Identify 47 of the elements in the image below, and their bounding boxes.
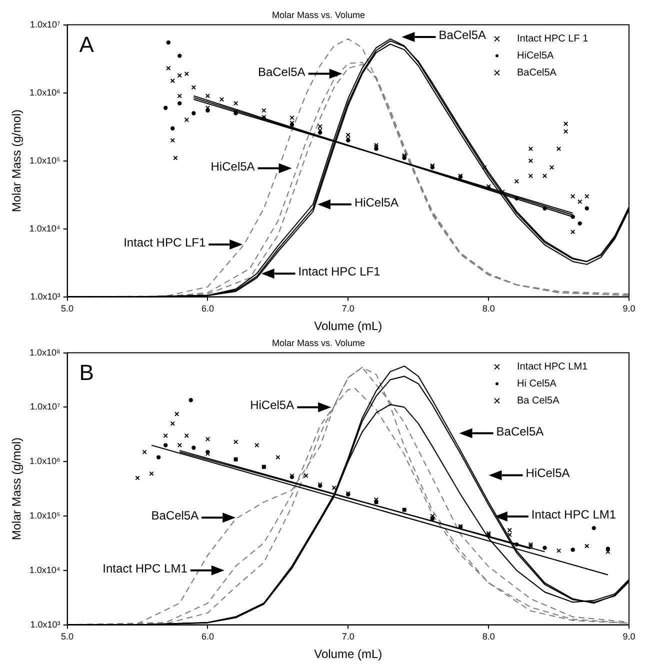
chart-title: Molar Mass vs. Volume: [272, 338, 366, 348]
annotation: BaCel5A: [151, 508, 199, 523]
annotation: Intact HPC LF1: [298, 264, 381, 279]
x-tick-label: 6.0: [201, 632, 214, 642]
x-axis-title: Volume (mL): [314, 647, 382, 662]
y-tick-label: 1.0x10⁴: [29, 564, 60, 575]
annotation: BaCel5A: [496, 424, 544, 438]
annotation: Intact HPC LF1: [124, 235, 206, 250]
annotation: A: [79, 32, 94, 57]
annotation: HiCel5A: [354, 195, 398, 210]
y-axis-title: Molar Mass (g/mol): [10, 109, 24, 212]
x-tick-label: 5.0: [61, 304, 74, 314]
x-tick-label: 9.0: [622, 304, 636, 314]
x-tick-label: 7.0: [342, 304, 354, 314]
y-tick-label: 1.0x10⁴: [29, 223, 60, 234]
legend-label: BaCel5A: [517, 68, 557, 79]
x-tick-label: 8.0: [482, 304, 495, 314]
x-tick-label: 5.0: [61, 632, 74, 642]
legend-label: Intact HPC LM1: [517, 362, 588, 373]
y-tick-label: 1.0x10⁶: [30, 87, 61, 98]
annotation: Intact HPC LM1: [531, 508, 616, 522]
legend-label: Ba Cel5A: [517, 396, 560, 407]
y-tick-label: 1.0x10⁸: [29, 347, 60, 358]
y-tick-label: 1.0x10³: [30, 619, 60, 630]
annotation: BaCel5A: [438, 28, 486, 42]
x-axis-title: Volume (mL): [314, 319, 382, 334]
y-tick-label: 1.0x10⁵: [30, 155, 61, 166]
y-tick-label: 1.0x10⁵: [30, 510, 61, 520]
legend-label: Intact HPC LF 1: [517, 34, 589, 45]
chart-title: Molar Mass vs. Volume: [272, 10, 366, 20]
y-tick-label: 1.0x10⁷: [30, 402, 60, 412]
annotation: Intact HPC LM1: [102, 561, 188, 576]
y-tick-label: 1.0x10³: [30, 291, 60, 302]
x-tick-label: 9.0: [622, 632, 636, 642]
y-tick-label: 1.0x10⁶: [30, 456, 61, 466]
y-axis-title: Molar Mass (g/mol): [10, 437, 24, 540]
annotation: B: [79, 360, 94, 385]
annotation: HiCel5A: [250, 398, 294, 412]
y-tick-label: 1.0x10⁷: [30, 19, 60, 30]
annotation: HiCel5A: [526, 466, 570, 480]
x-tick-label: 7.0: [342, 632, 354, 642]
legend-label: Hi Cel5A: [517, 378, 557, 390]
x-tick-label: 8.0: [482, 632, 495, 642]
legend-label: HiCel5A: [517, 50, 554, 62]
annotation: BaCel5A: [258, 64, 306, 79]
annotation: HiCel5A: [210, 159, 255, 174]
x-tick-label: 6.0: [201, 304, 214, 314]
